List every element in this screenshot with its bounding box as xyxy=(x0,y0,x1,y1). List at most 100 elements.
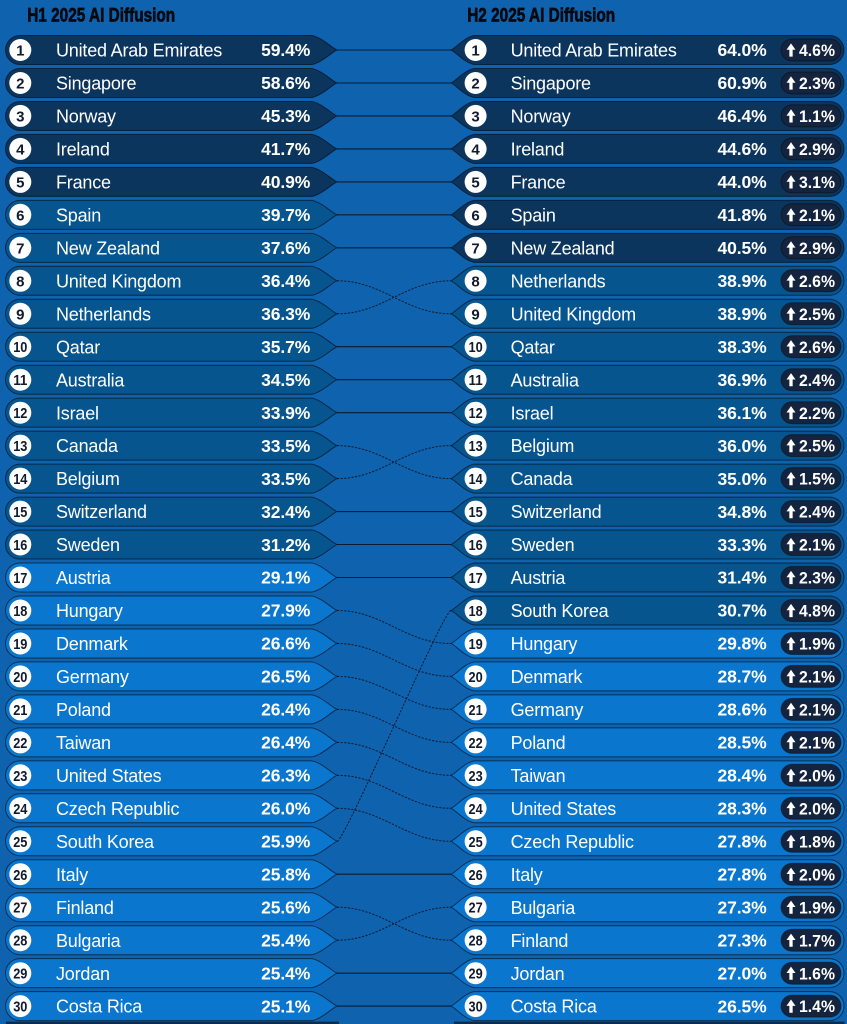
svg-text:Netherlands: Netherlands xyxy=(511,271,606,291)
svg-text:Bulgaria: Bulgaria xyxy=(511,898,577,918)
svg-text:United States: United States xyxy=(56,766,162,786)
svg-text:13: 13 xyxy=(13,439,27,455)
svg-text:Canada: Canada xyxy=(511,469,574,489)
svg-text:27.3%: 27.3% xyxy=(717,897,767,917)
svg-text:United Arab Emirates: United Arab Emirates xyxy=(56,41,222,61)
svg-text:14: 14 xyxy=(469,472,484,488)
svg-text:28.6%: 28.6% xyxy=(717,700,767,720)
svg-text:1.1%: 1.1% xyxy=(799,108,835,126)
svg-text:1.8%: 1.8% xyxy=(799,833,835,851)
svg-text:34.5%: 34.5% xyxy=(261,370,311,390)
svg-text:36.0%: 36.0% xyxy=(717,436,767,456)
svg-text:8: 8 xyxy=(16,273,24,290)
svg-text:4.8%: 4.8% xyxy=(799,603,835,621)
svg-text:26: 26 xyxy=(469,868,483,884)
svg-text:2.1%: 2.1% xyxy=(799,669,835,687)
svg-text:1.9%: 1.9% xyxy=(799,899,835,917)
svg-text:2.5%: 2.5% xyxy=(799,306,835,324)
svg-text:28: 28 xyxy=(13,934,27,950)
svg-text:35.0%: 35.0% xyxy=(717,469,767,489)
svg-text:Belgium: Belgium xyxy=(56,469,120,489)
svg-text:15: 15 xyxy=(13,505,27,521)
svg-text:4.6%: 4.6% xyxy=(799,42,835,60)
svg-text:Poland: Poland xyxy=(56,700,111,720)
svg-text:25.1%: 25.1% xyxy=(261,996,311,1016)
svg-text:24: 24 xyxy=(469,802,484,818)
svg-text:1: 1 xyxy=(16,43,24,60)
svg-text:18: 18 xyxy=(469,604,483,620)
svg-text:29: 29 xyxy=(469,967,483,983)
svg-text:22: 22 xyxy=(469,736,483,752)
svg-text:2.0%: 2.0% xyxy=(799,866,835,884)
svg-text:31.2%: 31.2% xyxy=(261,535,311,555)
svg-text:33.5%: 33.5% xyxy=(261,436,311,456)
svg-text:United Kingdom: United Kingdom xyxy=(56,271,181,291)
svg-text:United Arab Emirates: United Arab Emirates xyxy=(511,41,677,61)
svg-text:Norway: Norway xyxy=(511,107,571,127)
svg-text:Italy: Italy xyxy=(56,865,88,885)
svg-text:5: 5 xyxy=(16,174,24,191)
svg-text:31.4%: 31.4% xyxy=(717,568,767,588)
svg-text:1.4%: 1.4% xyxy=(799,998,835,1016)
svg-text:10: 10 xyxy=(13,340,27,356)
svg-text:United States: United States xyxy=(511,799,617,819)
svg-text:2.6%: 2.6% xyxy=(799,339,835,357)
svg-text:36.1%: 36.1% xyxy=(717,403,767,423)
svg-text:33.3%: 33.3% xyxy=(717,535,767,555)
svg-text:Germany: Germany xyxy=(511,700,584,720)
svg-text:26: 26 xyxy=(13,868,27,884)
svg-text:14: 14 xyxy=(13,472,28,488)
svg-text:10: 10 xyxy=(469,340,483,356)
svg-text:Qatar: Qatar xyxy=(56,337,100,357)
svg-text:2.6%: 2.6% xyxy=(799,273,835,291)
svg-text:26.5%: 26.5% xyxy=(261,667,311,687)
svg-text:25.8%: 25.8% xyxy=(261,865,311,885)
svg-text:Australia: Australia xyxy=(511,370,580,390)
svg-text:12: 12 xyxy=(469,406,483,422)
svg-text:South Korea: South Korea xyxy=(511,601,610,621)
svg-text:Taiwan: Taiwan xyxy=(511,766,566,786)
svg-text:Qatar: Qatar xyxy=(511,337,555,357)
svg-text:Hungary: Hungary xyxy=(511,634,578,654)
svg-text:25: 25 xyxy=(469,835,483,851)
svg-text:25.9%: 25.9% xyxy=(261,832,311,852)
svg-text:Czech Republic: Czech Republic xyxy=(56,799,179,819)
svg-text:28: 28 xyxy=(469,934,483,950)
svg-text:26.4%: 26.4% xyxy=(261,733,311,753)
svg-text:44.0%: 44.0% xyxy=(717,172,767,192)
svg-text:25.4%: 25.4% xyxy=(261,963,311,983)
svg-text:9: 9 xyxy=(471,306,479,323)
svg-text:6: 6 xyxy=(16,207,24,224)
svg-text:39.7%: 39.7% xyxy=(261,205,311,225)
svg-text:New Zealand: New Zealand xyxy=(511,238,615,258)
svg-text:37.6%: 37.6% xyxy=(261,238,311,258)
svg-text:Canada: Canada xyxy=(56,436,119,456)
svg-text:Sweden: Sweden xyxy=(511,535,575,555)
svg-text:1: 1 xyxy=(471,43,479,60)
svg-text:40.9%: 40.9% xyxy=(261,172,311,192)
svg-text:2.3%: 2.3% xyxy=(799,75,835,93)
svg-text:29.1%: 29.1% xyxy=(261,568,311,588)
svg-text:United Kingdom: United Kingdom xyxy=(511,304,636,324)
svg-text:45.3%: 45.3% xyxy=(261,106,311,126)
svg-text:Czech Republic: Czech Republic xyxy=(511,832,634,852)
svg-text:26.3%: 26.3% xyxy=(261,766,311,786)
svg-text:Netherlands: Netherlands xyxy=(56,304,151,324)
svg-text:11: 11 xyxy=(13,373,27,389)
svg-text:Israel: Israel xyxy=(56,403,99,423)
svg-text:Ireland: Ireland xyxy=(56,140,110,160)
svg-text:36.3%: 36.3% xyxy=(261,304,311,324)
svg-text:Sweden: Sweden xyxy=(56,535,120,555)
svg-text:34.8%: 34.8% xyxy=(717,502,767,522)
svg-text:2.1%: 2.1% xyxy=(799,537,835,555)
svg-text:16: 16 xyxy=(469,538,483,554)
svg-text:4: 4 xyxy=(471,141,480,158)
svg-text:Costa Rica: Costa Rica xyxy=(511,997,598,1017)
svg-text:33.9%: 33.9% xyxy=(261,403,311,423)
svg-text:21: 21 xyxy=(13,703,27,719)
svg-text:2: 2 xyxy=(471,76,479,93)
svg-text:27.8%: 27.8% xyxy=(717,865,767,885)
svg-text:Singapore: Singapore xyxy=(56,74,136,94)
svg-text:3: 3 xyxy=(16,108,24,125)
svg-text:Belgium: Belgium xyxy=(511,436,575,456)
